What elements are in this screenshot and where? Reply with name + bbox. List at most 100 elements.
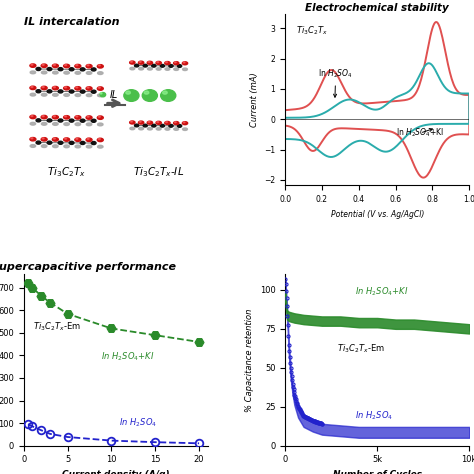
Ellipse shape <box>31 138 33 139</box>
Ellipse shape <box>75 145 81 148</box>
Ellipse shape <box>30 122 36 125</box>
Ellipse shape <box>144 91 149 94</box>
X-axis label: Potential (V vs. Ag/AgCl): Potential (V vs. Ag/AgCl) <box>330 210 424 219</box>
Ellipse shape <box>130 67 135 70</box>
Ellipse shape <box>41 145 47 147</box>
Ellipse shape <box>54 138 55 139</box>
Ellipse shape <box>183 122 185 123</box>
Ellipse shape <box>152 64 156 67</box>
Ellipse shape <box>41 122 47 125</box>
Text: IL: IL <box>109 90 118 100</box>
Ellipse shape <box>76 64 78 66</box>
Ellipse shape <box>98 94 103 97</box>
Ellipse shape <box>148 121 150 122</box>
Ellipse shape <box>86 72 92 74</box>
Ellipse shape <box>64 72 69 74</box>
Ellipse shape <box>156 128 161 130</box>
Ellipse shape <box>166 62 167 63</box>
Ellipse shape <box>174 128 179 130</box>
Ellipse shape <box>100 92 102 94</box>
Text: $Ti_3C_2T_x$: $Ti_3C_2T_x$ <box>46 165 85 179</box>
Text: In $H_2SO_4$+KI: In $H_2SO_4$+KI <box>101 351 155 364</box>
Ellipse shape <box>87 138 89 139</box>
Ellipse shape <box>173 62 179 64</box>
Ellipse shape <box>42 138 44 139</box>
Text: $Ti_3C_2T_x$-Em: $Ti_3C_2T_x$-Em <box>337 342 384 355</box>
Ellipse shape <box>76 87 78 88</box>
Ellipse shape <box>139 61 141 63</box>
Ellipse shape <box>36 67 41 71</box>
Ellipse shape <box>165 121 170 125</box>
Text: In $H_2SO_4$: In $H_2SO_4$ <box>318 68 353 97</box>
Ellipse shape <box>41 86 47 90</box>
Text: In $H_2SO_4$+KI: In $H_2SO_4$+KI <box>355 286 409 299</box>
Text: In $H_2SO_4$: In $H_2SO_4$ <box>355 409 393 422</box>
Ellipse shape <box>54 116 55 117</box>
Ellipse shape <box>97 116 103 119</box>
Ellipse shape <box>30 71 36 74</box>
Ellipse shape <box>139 128 144 130</box>
Ellipse shape <box>165 62 170 64</box>
Ellipse shape <box>147 68 152 70</box>
Ellipse shape <box>69 90 74 93</box>
Ellipse shape <box>64 116 70 119</box>
Text: $Ti_3C_2T_x$-Em: $Ti_3C_2T_x$-Em <box>33 320 81 333</box>
Ellipse shape <box>64 64 67 65</box>
Ellipse shape <box>160 64 164 67</box>
Ellipse shape <box>42 116 44 117</box>
Ellipse shape <box>53 71 58 74</box>
Ellipse shape <box>69 141 74 145</box>
Ellipse shape <box>147 128 152 130</box>
Ellipse shape <box>130 61 132 62</box>
Ellipse shape <box>80 90 85 93</box>
Ellipse shape <box>41 93 47 96</box>
Text: IL intercalation: IL intercalation <box>24 17 119 27</box>
Ellipse shape <box>177 64 182 67</box>
Ellipse shape <box>69 68 74 71</box>
Ellipse shape <box>98 116 100 117</box>
Ellipse shape <box>163 91 167 94</box>
Ellipse shape <box>75 116 81 119</box>
Ellipse shape <box>98 138 100 139</box>
Ellipse shape <box>87 116 89 117</box>
Ellipse shape <box>143 64 147 67</box>
Ellipse shape <box>169 64 173 67</box>
Ellipse shape <box>130 121 135 124</box>
Ellipse shape <box>53 138 58 141</box>
Ellipse shape <box>142 90 157 101</box>
Ellipse shape <box>75 94 81 97</box>
Ellipse shape <box>47 119 52 122</box>
Ellipse shape <box>182 68 187 71</box>
Ellipse shape <box>143 124 147 127</box>
Ellipse shape <box>98 87 100 88</box>
Ellipse shape <box>156 62 161 64</box>
Ellipse shape <box>97 87 103 90</box>
Title: Electrochemical stability: Electrochemical stability <box>305 3 449 13</box>
Ellipse shape <box>91 68 96 71</box>
Ellipse shape <box>147 61 153 64</box>
Ellipse shape <box>64 64 70 68</box>
Ellipse shape <box>54 87 55 88</box>
Ellipse shape <box>30 145 36 147</box>
Ellipse shape <box>156 68 161 70</box>
X-axis label: Number of Cycles: Number of Cycles <box>333 470 422 474</box>
Ellipse shape <box>75 123 81 126</box>
Ellipse shape <box>64 123 69 126</box>
Ellipse shape <box>41 71 47 74</box>
Ellipse shape <box>87 87 89 88</box>
Ellipse shape <box>157 62 159 63</box>
Ellipse shape <box>53 145 58 147</box>
Ellipse shape <box>36 90 41 93</box>
Ellipse shape <box>135 64 139 67</box>
Ellipse shape <box>30 86 36 90</box>
Ellipse shape <box>165 68 170 70</box>
Ellipse shape <box>75 72 81 74</box>
Ellipse shape <box>76 138 78 139</box>
Ellipse shape <box>80 119 85 122</box>
Ellipse shape <box>76 116 78 117</box>
Ellipse shape <box>58 119 63 122</box>
Ellipse shape <box>41 115 47 119</box>
Ellipse shape <box>31 116 33 117</box>
Ellipse shape <box>173 121 179 125</box>
Ellipse shape <box>86 116 92 119</box>
